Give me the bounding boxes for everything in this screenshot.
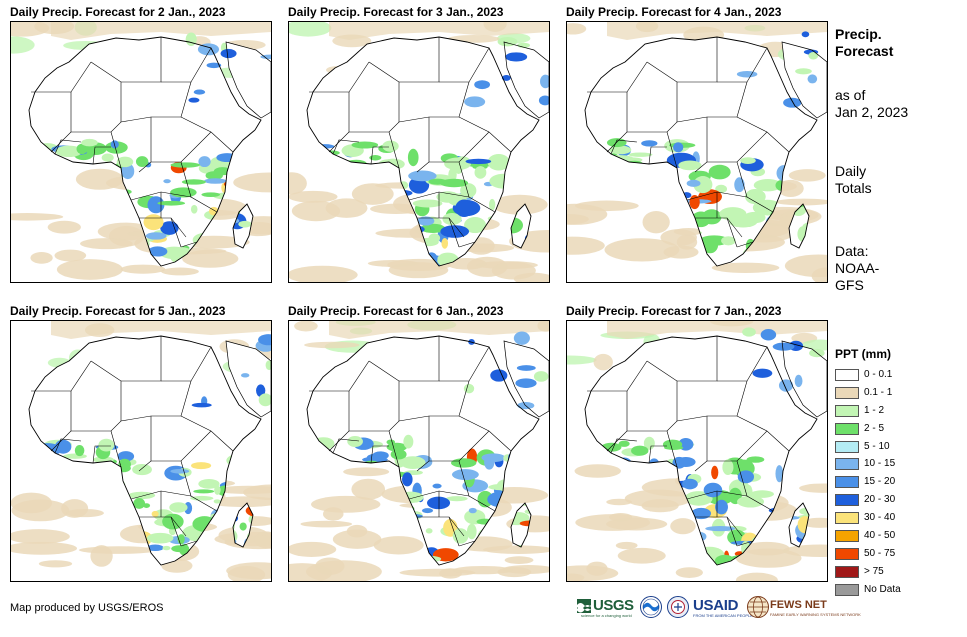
noaa-logo-icon [640, 596, 662, 618]
legend-item: 30 - 40 [835, 509, 955, 527]
precip-map [566, 21, 828, 283]
legend-item: 50 - 75 [835, 545, 955, 563]
forecast-panel-jan-3: Daily Precip. Forecast for 3 Jan., 2023 [288, 5, 550, 283]
precip-map [288, 21, 550, 283]
panel-title: Daily Precip. Forecast for 3 Jan., 2023 [288, 5, 504, 19]
legend-item: 20 - 30 [835, 491, 955, 509]
usaid-logo-text: USAID [693, 597, 739, 614]
panel-title: Daily Precip. Forecast for 6 Jan., 2023 [288, 304, 504, 318]
precip-map [10, 320, 272, 582]
legend-label: > 75 [864, 565, 884, 577]
legend-label: 1 - 2 [864, 404, 885, 416]
side-data-line: Data: [835, 243, 869, 259]
side-data-line: NOAA- [835, 260, 880, 276]
africa-map-graphic [567, 321, 827, 581]
side-title-line: Precip. [835, 26, 882, 42]
legend-label: 5 - 10 [864, 440, 890, 452]
africa-map-graphic [289, 22, 549, 282]
side-title-line: Forecast [835, 43, 894, 59]
side-asof: as of Jan 2, 2023 [835, 87, 908, 121]
fews-net-globe-icon [747, 596, 769, 618]
side-title: Precip. Forecast [835, 26, 893, 60]
usaid-tagline: FROM THE AMERICAN PEOPLE [693, 613, 753, 618]
precip-map [10, 21, 272, 283]
legend-label: 15 - 20 [864, 476, 896, 488]
legend-swatch [835, 494, 859, 507]
legend-item: 1 - 2 [835, 402, 955, 420]
legend-label: No Data [864, 583, 901, 595]
africa-map-graphic [11, 22, 271, 280]
legend-item: 0 - 0.1 [835, 366, 955, 384]
legend-swatch [835, 440, 859, 453]
legend-item: 40 - 50 [835, 527, 955, 545]
legend-label: 40 - 50 [864, 529, 896, 541]
legend-swatch [835, 422, 859, 435]
legend-item: 5 - 10 [835, 438, 955, 456]
africa-map-graphic [289, 321, 549, 581]
map-credit: Map produced by USGS/EROS [10, 602, 164, 614]
legend-item: 0.1 - 1 [835, 384, 955, 402]
legend-label: 10 - 15 [864, 458, 896, 470]
forecast-panel-jan-6: Daily Precip. Forecast for 6 Jan., 2023 [288, 304, 550, 582]
precip-map [288, 320, 550, 582]
fews-net-logo-text: FEWS NET [770, 599, 827, 611]
panel-title: Daily Precip. Forecast for 2 Jan., 2023 [10, 5, 226, 19]
precip-map [566, 320, 828, 582]
side-daily-line: Daily [835, 163, 867, 179]
precip-legend: PPT (mm) 0 - 0.1 0.1 - 1 1 - 2 2 - 5 5 -… [835, 347, 955, 599]
forecast-panel-jan-5: Daily Precip. Forecast for 5 Jan., 2023 [10, 304, 272, 582]
legend-label: 30 - 40 [864, 512, 896, 524]
legend-item: > 75 [835, 563, 955, 581]
legend-swatch [835, 529, 859, 542]
legend-swatch [835, 583, 859, 596]
side-asof-line: as of [835, 87, 866, 103]
legend-label: 50 - 75 [864, 547, 896, 559]
usgs-logo-text: USGS [593, 597, 634, 614]
legend-title: PPT (mm) [835, 347, 892, 361]
panel-title: Daily Precip. Forecast for 4 Jan., 2023 [566, 5, 782, 19]
side-asof-date: Jan 2, 2023 [835, 104, 909, 120]
legend-swatch [835, 512, 859, 525]
fews-net-tagline: FAMINE EARLY WARNING SYSTEMS NETWORK [770, 612, 861, 617]
panel-title: Daily Precip. Forecast for 7 Jan., 2023 [566, 304, 782, 318]
partner-logos: USGS science for a changing world USAID … [577, 596, 861, 620]
africa-map-graphic [567, 22, 827, 282]
panel-title: Daily Precip. Forecast for 5 Jan., 2023 [10, 304, 226, 318]
legend-swatch [835, 565, 859, 578]
legend-swatch [835, 404, 859, 417]
legend-label: 20 - 30 [864, 494, 896, 506]
legend-swatch [835, 458, 859, 471]
side-daily-line: Totals [835, 180, 872, 196]
side-data-line: GFS [835, 277, 864, 293]
legend-swatch [835, 547, 859, 560]
legend-swatch [835, 476, 859, 489]
side-daily-totals: Daily Totals [835, 163, 872, 197]
legend-label: 0.1 - 1 [864, 386, 893, 398]
legend-label: 2 - 5 [864, 422, 885, 434]
side-data-source: Data: NOAA- GFS [835, 243, 879, 294]
usgs-tagline: science for a changing world [581, 613, 632, 618]
seal-logo-icon [667, 596, 689, 618]
forecast-panel-jan-7: Daily Precip. Forecast for 7 Jan., 2023 [566, 304, 828, 582]
forecast-panel-jan-2: Daily Precip. Forecast for 2 Jan., 2023 [10, 5, 272, 283]
legend-item: 2 - 5 [835, 420, 955, 438]
legend-item: 10 - 15 [835, 455, 955, 473]
legend-swatch [835, 368, 859, 381]
legend-label: 0 - 0.1 [864, 368, 893, 380]
legend-swatch [835, 386, 859, 399]
legend-item: No Data [835, 581, 955, 599]
africa-map-graphic [11, 321, 271, 581]
forecast-panel-jan-4: Daily Precip. Forecast for 4 Jan., 2023 [566, 5, 828, 283]
usgs-wave-icon [577, 599, 591, 613]
legend-item: 15 - 20 [835, 473, 955, 491]
